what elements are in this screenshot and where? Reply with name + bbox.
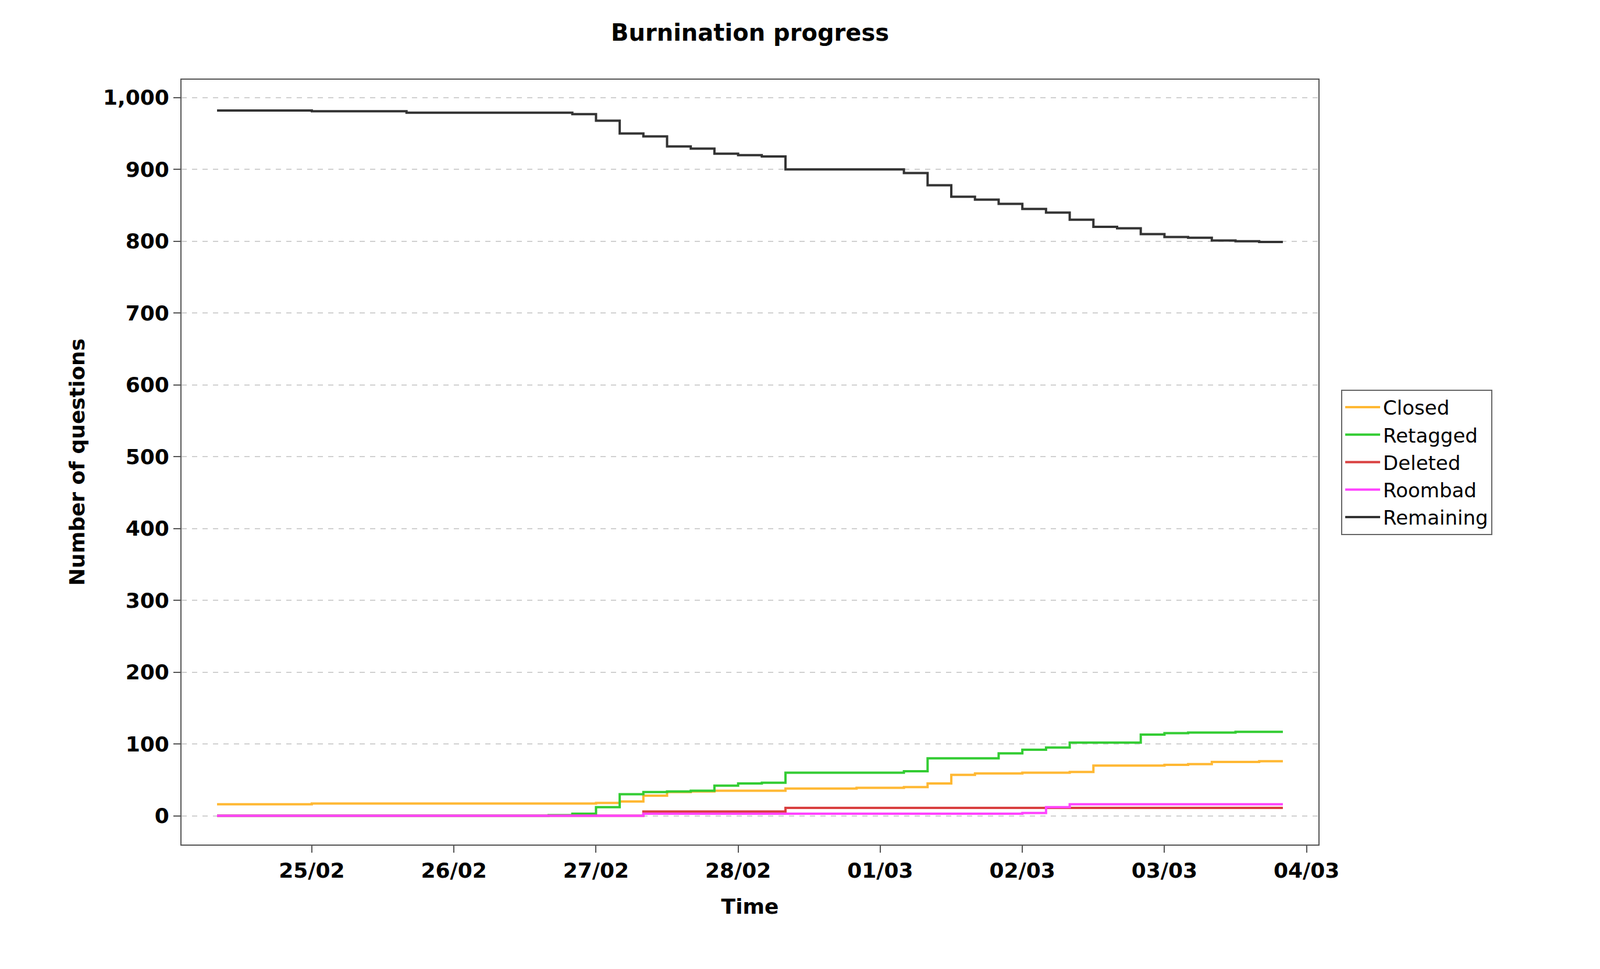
svg-text:27/02: 27/02 — [563, 858, 629, 883]
svg-text:Burnination progress: Burnination progress — [610, 19, 890, 46]
svg-text:Retagged: Retagged — [1382, 424, 1478, 448]
svg-text:Number of questions: Number of questions — [65, 338, 90, 586]
svg-text:28/02: 28/02 — [705, 858, 771, 883]
svg-text:300: 300 — [125, 588, 170, 613]
svg-text:800: 800 — [125, 229, 170, 254]
svg-text:500: 500 — [125, 445, 170, 469]
svg-text:03/03: 03/03 — [1131, 858, 1198, 883]
svg-text:Closed: Closed — [1382, 396, 1450, 420]
svg-text:600: 600 — [125, 372, 170, 397]
svg-text:26/02: 26/02 — [420, 858, 487, 883]
svg-text:100: 100 — [125, 732, 170, 757]
svg-text:400: 400 — [125, 516, 170, 541]
svg-text:01/03: 01/03 — [847, 858, 913, 883]
svg-text:25/02: 25/02 — [278, 858, 345, 883]
svg-text:Time: Time — [721, 894, 780, 919]
svg-text:900: 900 — [125, 157, 170, 182]
svg-text:1,000: 1,000 — [102, 85, 170, 110]
svg-text:200: 200 — [125, 660, 170, 685]
svg-text:04/03: 04/03 — [1273, 858, 1340, 883]
svg-text:Deleted: Deleted — [1382, 451, 1461, 475]
svg-text:Roombad: Roombad — [1382, 478, 1477, 503]
svg-text:Remaining: Remaining — [1382, 506, 1489, 530]
svg-text:700: 700 — [125, 301, 170, 326]
svg-text:0: 0 — [154, 804, 170, 828]
svg-text:02/03: 02/03 — [989, 858, 1055, 883]
